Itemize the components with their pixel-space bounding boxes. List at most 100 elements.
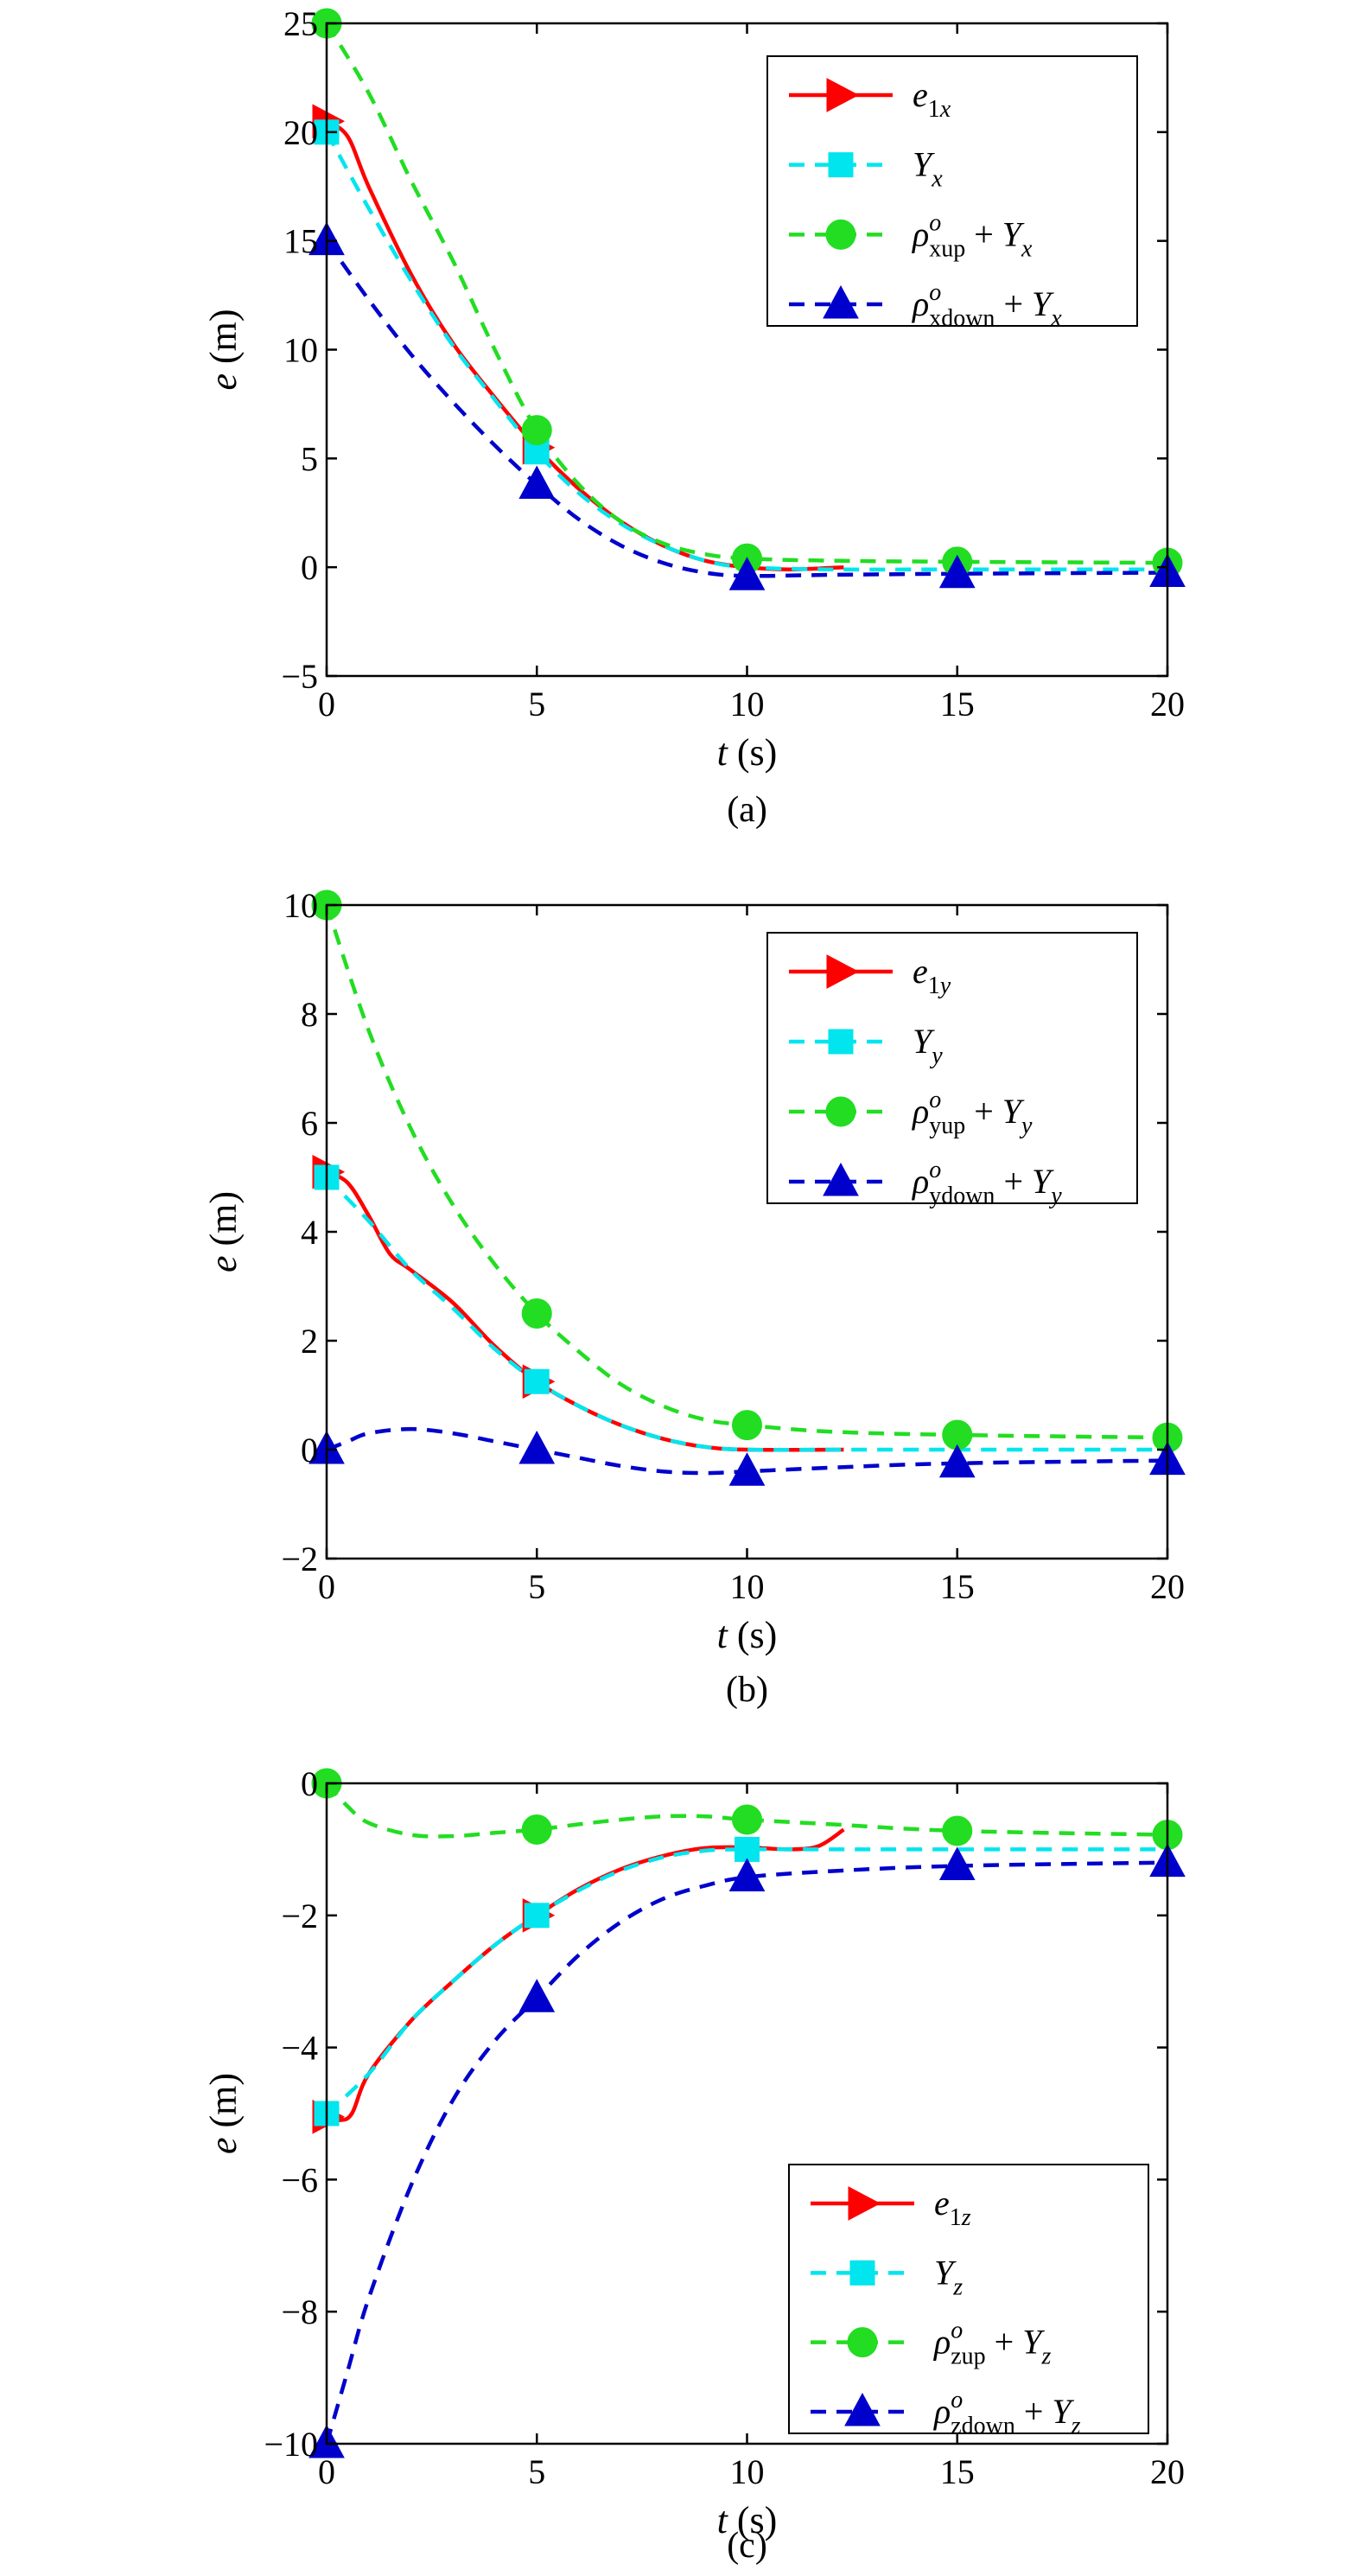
legend-label-2: ρo yup + Yy xyxy=(911,1087,1033,1139)
x-tick-label-3: 15 xyxy=(940,685,975,724)
y-tick-label-4: −2 xyxy=(281,1897,318,1935)
x-tick-label-0: 0 xyxy=(318,2452,335,2491)
x-axis-label: t (s) xyxy=(717,1614,778,1656)
series-1-marker-1 xyxy=(524,1368,550,1394)
x-tick-label-1: 5 xyxy=(528,685,545,724)
legend-marker-2 xyxy=(825,219,856,250)
series-3-marker-2 xyxy=(728,1452,766,1486)
y-tick-label-5: 20 xyxy=(283,113,318,152)
legend-marker-3 xyxy=(823,284,859,319)
x-axis-label: t (s) xyxy=(717,2499,778,2541)
series-line-1 xyxy=(325,1847,1167,2115)
x-tick-label-1: 5 xyxy=(528,2452,545,2491)
x-tick-label-0: 0 xyxy=(318,685,335,724)
x-tick-label-3: 15 xyxy=(940,2452,975,2491)
series-line-3 xyxy=(326,1426,1168,1476)
legend-label-0: e1z xyxy=(934,2184,971,2231)
legend-marker-0 xyxy=(848,2186,881,2221)
y-tick-label-2: −6 xyxy=(281,2160,318,2199)
y-tick-label-4: 15 xyxy=(283,222,318,261)
y-tick-label-6: 10 xyxy=(283,886,318,925)
y-axis-label: e (m) xyxy=(202,2073,245,2154)
legend: e1y Yy ρo yup + Yy ρo ydown + Yy xyxy=(766,932,1138,1209)
y-tick-label-5: 8 xyxy=(301,995,318,1034)
series-3-marker-1 xyxy=(518,1430,556,1464)
series-line-1 xyxy=(325,1176,1167,1452)
series-line-2 xyxy=(325,22,1168,565)
legend-marker-0 xyxy=(826,78,860,112)
y-tick-label-2: 2 xyxy=(301,1322,318,1361)
series-3-marker-3 xyxy=(938,1846,976,1880)
x-tick-label-4: 20 xyxy=(1150,2452,1185,2491)
series-line-3 xyxy=(325,239,1168,578)
series-2-marker-1 xyxy=(521,415,552,446)
y-tick-label-0: −5 xyxy=(281,657,318,696)
series-3-marker-1 xyxy=(518,465,556,500)
legend-label-3: ρo zdown + Yz xyxy=(932,2387,1081,2439)
legend-label-1: Yy xyxy=(913,1022,943,1069)
y-tick-label-1: 0 xyxy=(301,548,318,587)
y-tick-label-0: −10 xyxy=(264,2425,318,2464)
x-tick-label-1: 5 xyxy=(528,1567,545,1606)
legend-label-3: ρo xdown + Yx xyxy=(911,279,1062,332)
legend-label-3: ρo ydown + Yy xyxy=(911,1157,1062,1209)
legend-marker-3 xyxy=(823,1162,859,1196)
x-tick-label-2: 10 xyxy=(730,1567,765,1606)
legend-label-0: e1y xyxy=(913,952,951,999)
series-3-marker-3 xyxy=(938,1444,976,1478)
y-axis-label: e (m) xyxy=(202,309,245,390)
legend-marker-0 xyxy=(826,954,860,989)
series-2-marker-3 xyxy=(942,1815,973,1846)
legend-marker-1 xyxy=(828,152,854,178)
legend-marker-1 xyxy=(828,1029,854,1055)
series-line-0 xyxy=(326,1827,845,2122)
y-tick-label-1: −8 xyxy=(281,2292,318,2331)
legend-marker-2 xyxy=(847,2327,878,2358)
series-2-marker-1 xyxy=(521,1298,552,1329)
y-tick-label-2: 5 xyxy=(301,439,318,478)
series-1-marker-1 xyxy=(524,1903,550,1929)
y-tick-label-3: −4 xyxy=(281,2029,318,2068)
legend: e1x Yx ρo xup + Yx ρo xdown + Yx xyxy=(766,55,1138,332)
series-line-3 xyxy=(324,1860,1168,2445)
legend-marker-1 xyxy=(849,2260,875,2286)
y-tick-label-6: 25 xyxy=(283,4,318,43)
y-tick-label-0: −2 xyxy=(281,1540,318,1578)
panel-caption: (c) xyxy=(727,2526,767,2566)
legend-label-2: ρo xup + Yx xyxy=(911,209,1033,262)
y-axis-label: e (m) xyxy=(202,1191,245,1272)
series-2-marker-2 xyxy=(732,1804,762,1835)
x-axis-label: t (s) xyxy=(717,731,778,774)
series-2-marker-2 xyxy=(732,1410,762,1441)
series-3-marker-1 xyxy=(518,1979,556,2012)
panel-caption: (a) xyxy=(727,790,767,830)
legend-marker-3 xyxy=(844,2392,881,2426)
legend-marker-2 xyxy=(825,1096,856,1127)
y-tick-label-5: 0 xyxy=(301,1764,318,1803)
series-3-marker-2 xyxy=(728,557,766,590)
chart-c: 0 5 10 15 20 −10 −8 −6 −4 −2 0 t (s) e (m) (c) e1z Yz ρo… xyxy=(202,1764,1186,2566)
series-line-2 xyxy=(324,904,1168,1440)
x-tick-label-2: 10 xyxy=(730,685,765,724)
legend-label-1: Yz xyxy=(934,2253,963,2300)
y-tick-label-4: 6 xyxy=(301,1104,318,1143)
legend: e1z Yz ρo zup + Yz ρo zdown + Yz xyxy=(788,2164,1149,2439)
x-tick-label-2: 10 xyxy=(730,2452,765,2491)
series-line-2 xyxy=(325,1782,1168,1839)
x-tick-label-0: 0 xyxy=(318,1567,335,1606)
series-3-marker-2 xyxy=(728,1858,766,1891)
x-tick-label-3: 15 xyxy=(940,1567,975,1606)
y-tick-label-3: 10 xyxy=(283,331,318,370)
series-line-1 xyxy=(325,131,1167,572)
series-1-marker-2 xyxy=(735,1836,760,1862)
series-3-marker-3 xyxy=(938,554,976,589)
legend-label-0: e1x xyxy=(913,75,951,123)
legend-label-1: Yx xyxy=(913,145,943,193)
x-tick-label-4: 20 xyxy=(1150,685,1185,724)
y-tick-label-3: 4 xyxy=(301,1213,318,1252)
x-tick-label-4: 20 xyxy=(1150,1567,1185,1606)
legend-label-2: ρo zup + Yz xyxy=(932,2318,1051,2370)
